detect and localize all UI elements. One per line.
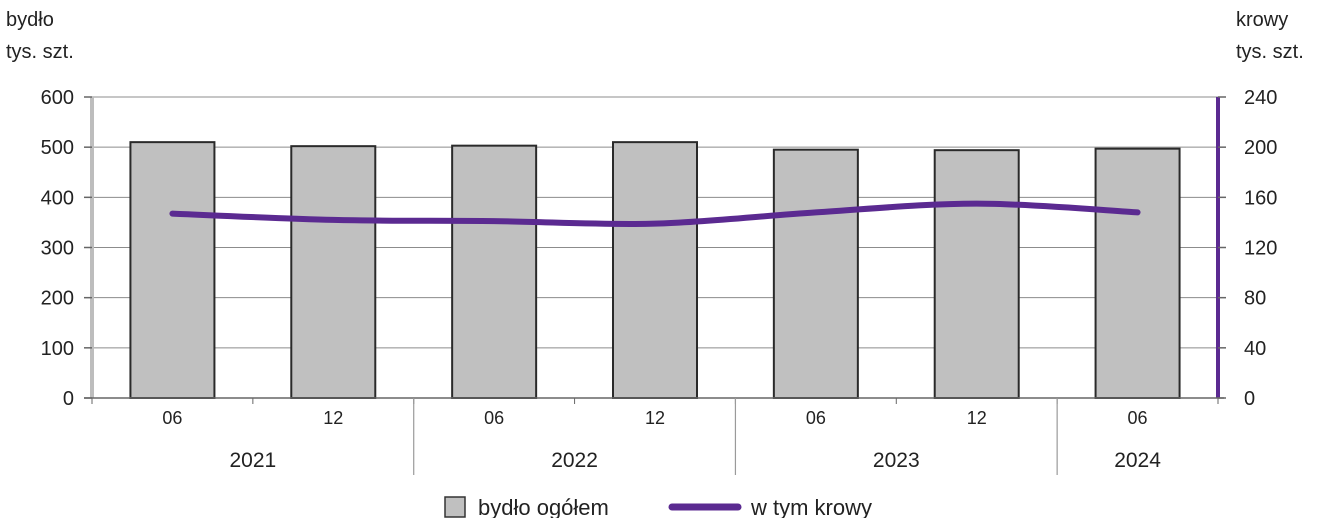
left-tick-label: 300 [41, 238, 74, 260]
right-tick-label: 160 [1244, 187, 1277, 209]
right-tick-label: 0 [1244, 388, 1255, 410]
category-label: 12 [645, 408, 665, 428]
legend: bydło ogółem w tym krowy [445, 495, 872, 518]
right-tick-label: 40 [1244, 338, 1266, 360]
left-tick-label: 100 [41, 338, 74, 360]
bar [130, 142, 214, 398]
left-tick-label: 400 [41, 187, 74, 209]
right-tick-label: 120 [1244, 238, 1277, 260]
category-label: 06 [484, 408, 504, 428]
right-tick-label: 240 [1244, 87, 1277, 109]
right-axis-label-line2: tys. szt. [1236, 41, 1304, 63]
legend-label-line: w tym krowy [750, 495, 872, 518]
left-tick-label: 600 [41, 87, 74, 109]
left-tick-label: 0 [63, 388, 74, 410]
left-axis-label-line2: tys. szt. [6, 41, 74, 63]
right-tick-label: 80 [1244, 288, 1266, 310]
left-tick-label: 200 [41, 288, 74, 310]
bar [774, 150, 858, 398]
category-label: 06 [162, 408, 182, 428]
bar [291, 146, 375, 398]
category-label: 12 [323, 408, 343, 428]
right-tick-label: 200 [1244, 137, 1277, 159]
year-label: 2024 [1114, 449, 1161, 472]
bar [452, 146, 536, 398]
bar [613, 142, 697, 398]
category-label: 06 [1128, 408, 1148, 428]
left-tick-label: 500 [41, 137, 74, 159]
category-label: 06 [806, 408, 826, 428]
legend-label-bars: bydło ogółem [478, 495, 609, 518]
legend-swatch-bars [445, 497, 465, 517]
year-label: 2021 [229, 449, 276, 472]
year-label: 2022 [551, 449, 598, 472]
year-label: 2023 [873, 449, 920, 472]
bar [935, 150, 1019, 398]
bar-series [130, 142, 1179, 398]
bar [1096, 149, 1180, 398]
right-axis-label-line1: krowy [1236, 9, 1288, 31]
category-label: 12 [967, 408, 987, 428]
left-axis-label-line1: bydło [6, 9, 54, 31]
